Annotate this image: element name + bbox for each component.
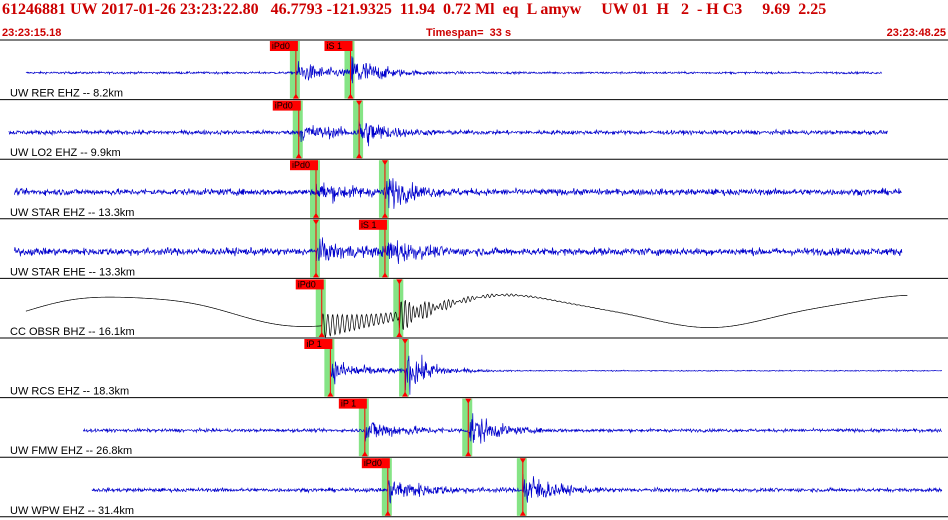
waveform xyxy=(25,56,883,84)
channel-label: UW FMW EHZ -- 26.8km xyxy=(10,445,132,457)
pick-marker-top xyxy=(396,279,403,285)
pick-label: iPd0 xyxy=(292,160,310,170)
pick-label-box xyxy=(272,100,301,111)
event-title: 61246881 UW 2017-01-26 23:23:22.80 46.77… xyxy=(2,1,827,18)
channel-label: UW LO2 EHZ -- 9.9km xyxy=(10,147,121,159)
channel-label: UW RCS EHZ -- 18.3km xyxy=(10,386,129,398)
pick-label: iP 1 xyxy=(306,339,321,349)
pick-window xyxy=(462,398,473,457)
pick-marker-bottom xyxy=(402,391,409,397)
pick-label: iPd0 xyxy=(364,458,382,468)
pick-marker-bottom xyxy=(318,332,325,337)
pick-window xyxy=(358,398,369,457)
pick-window xyxy=(310,219,320,278)
pick-window xyxy=(292,100,303,159)
pick-window xyxy=(353,100,364,159)
pick-window xyxy=(393,279,404,337)
pick-label-box xyxy=(358,219,387,230)
pick-label-box xyxy=(295,279,324,290)
pick-marker-bottom xyxy=(313,272,319,278)
pick-label: iPd0 xyxy=(275,101,293,111)
header: 61246881 UW 2017-01-26 23:23:22.80 46.77… xyxy=(0,0,948,40)
pick-marker-bottom xyxy=(347,93,354,99)
waveform xyxy=(14,178,903,209)
pick-label-box xyxy=(338,398,367,409)
pick-marker-top xyxy=(313,219,319,225)
pick-window xyxy=(344,41,355,99)
pick-label-box xyxy=(304,339,333,349)
pick-marker-bottom xyxy=(327,391,334,397)
pick-marker-bottom xyxy=(313,212,319,218)
channel-label: UW STAR EHZ -- 13.3km xyxy=(10,207,134,219)
timespan-label: Timespan= 33 s xyxy=(426,27,512,39)
end-time: 23:23:48.25 xyxy=(886,27,946,39)
channel-label: UW STAR EHE -- 13.3km xyxy=(10,266,135,278)
pick-label: iPd0 xyxy=(298,279,316,289)
waveform xyxy=(91,474,943,504)
pick-marker-bottom xyxy=(292,93,299,99)
pick-window xyxy=(516,458,527,516)
waveform xyxy=(14,237,903,265)
pick-window xyxy=(315,279,326,337)
pick-label-box xyxy=(324,41,353,51)
pick-marker-bottom xyxy=(396,332,403,337)
pick-window xyxy=(310,160,320,218)
pick-marker-bottom xyxy=(356,153,363,159)
pick-marker-top xyxy=(356,100,363,106)
pick-window xyxy=(324,339,335,397)
pick-label-box xyxy=(269,41,298,51)
start-time: 23:23:15.18 xyxy=(2,27,62,39)
pick-marker-bottom xyxy=(465,451,472,457)
pick-marker-bottom xyxy=(519,510,526,516)
pick-label: iS 1 xyxy=(326,41,342,51)
pick-label: iS 1 xyxy=(361,220,377,230)
waveform xyxy=(83,413,942,444)
pick-window xyxy=(381,458,392,516)
pick-label: iPd0 xyxy=(272,41,290,51)
pick-window xyxy=(378,219,389,278)
pick-label-box xyxy=(361,458,390,469)
pick-marker-top xyxy=(402,339,409,344)
pick-marker-bottom xyxy=(384,510,391,516)
pick-label-box xyxy=(290,160,318,171)
pick-marker-top xyxy=(381,160,388,166)
pick-marker-bottom xyxy=(295,153,302,159)
channel-label: CC OBSR BHZ -- 16.1km xyxy=(10,326,135,338)
pick-window xyxy=(289,41,300,99)
pick-marker-bottom xyxy=(381,212,388,218)
pick-window xyxy=(399,339,410,397)
pick-label: iP 1 xyxy=(341,399,356,409)
pick-marker-top xyxy=(519,458,526,464)
waveform xyxy=(8,121,888,147)
channel-label: UW RER EHZ -- 8.2km xyxy=(10,88,123,100)
pick-marker-bottom xyxy=(361,451,368,457)
pick-marker-bottom xyxy=(381,272,388,278)
waveform xyxy=(25,293,908,338)
pick-marker-top xyxy=(465,398,472,404)
waveform xyxy=(330,354,942,395)
channel-label: UW WPW EHZ -- 31.4km xyxy=(10,505,134,517)
